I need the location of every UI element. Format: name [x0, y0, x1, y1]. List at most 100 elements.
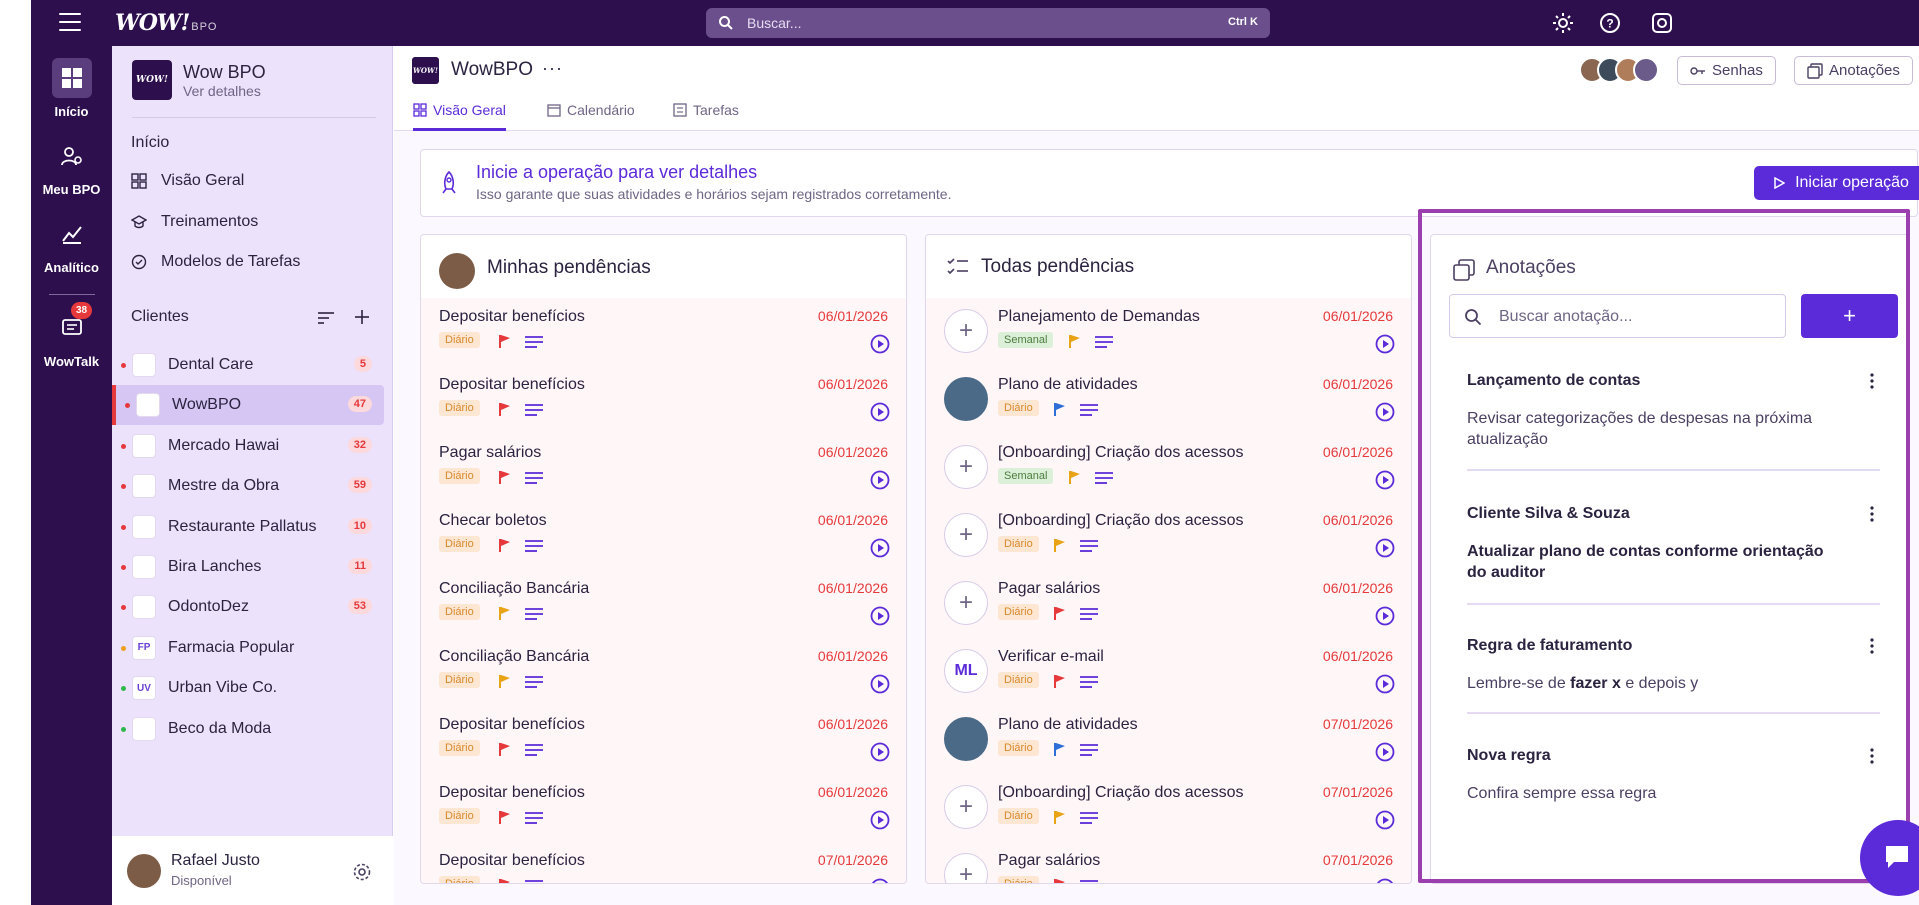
- add-note-button[interactable]: +: [1801, 294, 1898, 338]
- rail-item-inicio[interactable]: Início: [31, 58, 112, 119]
- tab-tarefas[interactable]: Tarefas: [673, 102, 739, 131]
- task-item[interactable]: ML Verificar e-mail 06/01/2026 Diário: [926, 638, 1411, 706]
- play-icon[interactable]: [870, 334, 890, 354]
- rail-item-analitico[interactable]: Analítico: [31, 214, 112, 275]
- task-name: Conciliação Bancária: [439, 648, 590, 665]
- play-icon[interactable]: [870, 742, 890, 762]
- task-item[interactable]: Depositar benefícios 06/01/2026 Diário: [421, 366, 906, 434]
- task-item[interactable]: + [Onboarding] Criação dos acessos 07/01/2…: [926, 774, 1411, 842]
- play-icon[interactable]: [1375, 402, 1395, 422]
- frequency-badge: Diário: [439, 672, 480, 688]
- client-item[interactable]: Mercado Hawai 32: [112, 426, 384, 466]
- assign-user-button[interactable]: +: [944, 445, 988, 489]
- help-icon[interactable]: ?: [1599, 12, 1621, 34]
- task-item[interactable]: Checar boletos 06/01/2026 Diário: [421, 502, 906, 570]
- task-item[interactable]: + [Onboarding] Criação dos acessos 06/01/2…: [926, 502, 1411, 570]
- rail-item-wowtalk[interactable]: WowTalk 38: [31, 302, 112, 369]
- nav-treinamentos[interactable]: Treinamentos: [131, 207, 381, 237]
- app-logo[interactable]: WOW! BPO: [115, 10, 218, 36]
- client-name: Beco da Moda: [168, 719, 272, 737]
- more-options-button[interactable]: ···: [542, 58, 563, 78]
- nav-label: Visão Geral: [161, 172, 245, 189]
- client-item[interactable]: WowBPO 47: [112, 385, 384, 426]
- play-icon[interactable]: [870, 470, 890, 490]
- client-item[interactable]: Beco da Moda: [112, 709, 384, 749]
- flag-icon: [499, 471, 510, 484]
- task-date: 06/01/2026: [1322, 580, 1393, 596]
- assign-user-button[interactable]: +: [944, 853, 988, 883]
- screen-icon[interactable]: [1651, 12, 1673, 34]
- play-icon[interactable]: [870, 402, 890, 422]
- task-item[interactable]: Pagar salários 06/01/2026 Diário: [421, 434, 906, 502]
- nav-modelos-de-tarefas[interactable]: Modelos de Tarefas: [131, 247, 381, 277]
- task-item[interactable]: Plano de atividades 06/01/2026 Diário: [926, 366, 1411, 434]
- search-icon: [719, 16, 733, 30]
- task-item[interactable]: Depositar benefícios 06/01/2026 Diário: [421, 706, 906, 774]
- client-item[interactable]: Dental Care 5: [112, 345, 384, 385]
- play-icon[interactable]: [1375, 742, 1395, 762]
- play-icon[interactable]: [1375, 674, 1395, 694]
- anotacoes-button[interactable]: Anotações: [1794, 56, 1913, 85]
- task-item[interactable]: + Pagar salários 07/01/2026 Diário: [926, 842, 1411, 884]
- sun-icon[interactable]: [1552, 12, 1574, 34]
- task-item[interactable]: Plano de atividades 07/01/2026 Diário: [926, 706, 1411, 774]
- org-details-link[interactable]: Ver detalhes: [183, 83, 261, 99]
- kebab-menu-icon[interactable]: [1864, 637, 1880, 655]
- org-header[interactable]: WOW! Wow BPO Ver detalhes: [132, 60, 388, 112]
- kebab-menu-icon[interactable]: [1864, 747, 1880, 765]
- task-item[interactable]: Conciliação Bancária 06/01/2026 Diário: [421, 638, 906, 706]
- play-icon[interactable]: [870, 674, 890, 694]
- gear-icon[interactable]: [352, 862, 372, 882]
- senhas-button[interactable]: Senhas: [1677, 56, 1776, 85]
- kebab-menu-icon[interactable]: [1864, 505, 1880, 523]
- sort-icon[interactable]: [317, 310, 335, 326]
- play-icon[interactable]: [1375, 878, 1395, 884]
- task-item[interactable]: + Pagar salários 06/01/2026 Diário: [926, 570, 1411, 638]
- task-item[interactable]: + [Onboarding] Criação dos acessos 06/01/2…: [926, 434, 1411, 502]
- tab-visao-geral[interactable]: Visão Geral: [413, 102, 506, 131]
- client-item[interactable]: Mestre da Obra 59: [112, 466, 384, 506]
- global-search-input[interactable]: Buscar... Ctrl K: [706, 8, 1270, 38]
- client-item[interactable]: OdontoDez 53: [112, 587, 384, 627]
- tab-calendario[interactable]: Calendário: [547, 102, 635, 131]
- nav-visao-geral[interactable]: Visão Geral: [131, 166, 381, 196]
- play-icon[interactable]: [870, 538, 890, 558]
- assign-user-button[interactable]: +: [944, 785, 988, 829]
- play-icon[interactable]: [870, 810, 890, 830]
- assign-user-button[interactable]: +: [944, 581, 988, 625]
- search-icon: [1465, 309, 1482, 326]
- iniciar-operacao-button[interactable]: Iniciar operação: [1754, 166, 1919, 200]
- play-icon[interactable]: [1375, 606, 1395, 626]
- status-dot: [121, 363, 126, 368]
- client-item[interactable]: Restaurante Pallatus 10: [112, 507, 384, 547]
- play-icon[interactable]: [870, 606, 890, 626]
- frequency-badge: Diário: [439, 740, 480, 756]
- button-label: Senhas: [1712, 62, 1763, 79]
- task-item[interactable]: + Planejamento de Demandas 06/01/2026 Seman…: [926, 298, 1411, 366]
- play-icon[interactable]: [870, 878, 890, 884]
- add-client-icon[interactable]: [354, 309, 370, 325]
- menu-icon[interactable]: [59, 13, 81, 31]
- task-item[interactable]: Depositar benefícios 07/01/2026 Diário: [421, 842, 906, 884]
- task-item[interactable]: Depositar benefícios 06/01/2026 Diário: [421, 774, 906, 842]
- kebab-menu-icon[interactable]: [1864, 372, 1880, 390]
- assign-user-button[interactable]: +: [944, 309, 988, 353]
- task-item[interactable]: Conciliação Bancária 06/01/2026 Diário: [421, 570, 906, 638]
- play-icon[interactable]: [1375, 810, 1395, 830]
- note-search-input[interactable]: Buscar anotação...: [1449, 294, 1786, 338]
- play-icon[interactable]: [1375, 470, 1395, 490]
- assign-user-button[interactable]: +: [944, 513, 988, 557]
- client-item[interactable]: Bira Lanches 11: [112, 547, 384, 587]
- play-icon[interactable]: [1375, 334, 1395, 354]
- client-item[interactable]: UV Urban Vibe Co.: [112, 668, 384, 708]
- play-icon[interactable]: [1375, 538, 1395, 558]
- task-date: 07/01/2026: [1322, 852, 1393, 868]
- org-logo: WOW!: [132, 60, 172, 100]
- divider: [132, 117, 376, 118]
- client-logo: [136, 393, 160, 418]
- avatar[interactable]: [127, 854, 161, 888]
- chat-launcher-button[interactable]: [1860, 820, 1919, 896]
- rail-item-meu-bpo[interactable]: Meu BPO: [31, 136, 112, 197]
- task-item[interactable]: Depositar benefícios 06/01/2026 Diário: [421, 298, 906, 366]
- client-item[interactable]: FP Farmacia Popular: [112, 628, 384, 668]
